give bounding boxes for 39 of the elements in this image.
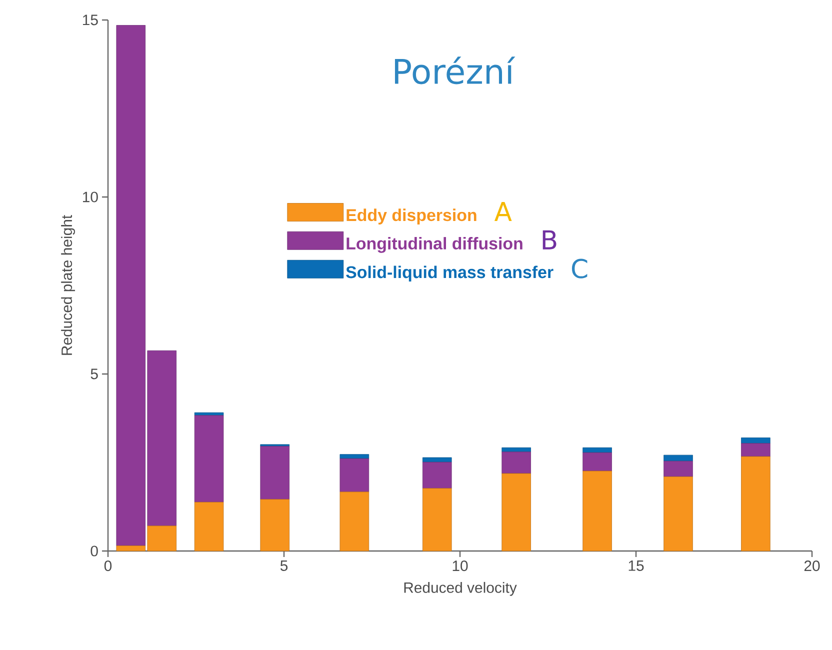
bar (582, 447, 612, 453)
y-tick-label: 10 (83, 192, 98, 202)
x-tick-label: 10 (452, 560, 468, 572)
bar (340, 458, 370, 492)
x-axis-title: Reduced velocity (404, 582, 517, 596)
bar (422, 462, 452, 489)
legend-label: Longitudinal diffusion (346, 237, 522, 253)
bar (664, 460, 693, 477)
y-axis-title: Reduced plate height (61, 215, 76, 355)
bar (741, 456, 770, 552)
x-tick-label: 15 (628, 560, 644, 571)
bar (422, 488, 452, 552)
text: Porézní (394, 56, 516, 84)
y-tick-label: 5 (90, 368, 98, 380)
bar (194, 415, 224, 502)
bar (664, 476, 693, 552)
bar (741, 438, 770, 444)
annotation: A (494, 202, 512, 221)
y-tick-label: 15 (83, 14, 98, 26)
bar (340, 492, 370, 552)
bar (260, 446, 290, 500)
bar (260, 499, 290, 552)
bar (582, 470, 612, 552)
x-tick-label: 0 (104, 560, 112, 572)
bar (741, 443, 770, 457)
bar (664, 454, 693, 462)
bar (422, 457, 452, 462)
y-tick-label: 0 (90, 546, 98, 556)
annotation: B (542, 230, 556, 250)
x-tick-label: 20 (804, 560, 820, 572)
legend-label: Eddy dispersion (346, 208, 476, 224)
bar (502, 473, 531, 552)
x-tick-label: 5 (280, 560, 288, 571)
legend-label: Solid-liquid mass transfer (346, 266, 554, 282)
bar (582, 452, 612, 472)
annotation: C (572, 258, 588, 278)
bar (502, 452, 531, 474)
bar (194, 502, 224, 552)
bar (340, 454, 370, 459)
